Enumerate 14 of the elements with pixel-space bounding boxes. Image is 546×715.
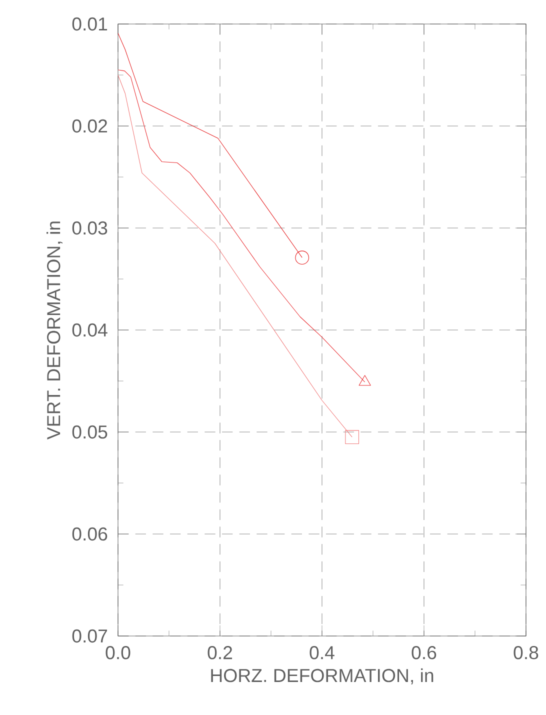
x-tick-label: 0.0 (106, 646, 130, 660)
x-tick-label: 0.2 (208, 646, 232, 660)
y-tick-label: 0.01 (72, 17, 108, 31)
y-axis-title: VERT. DEFORMATION, in (46, 222, 62, 440)
y-tick-label: 0.02 (72, 119, 108, 133)
x-axis-title: HORZ. DEFORMATION, in (211, 668, 434, 684)
y-tick-label: 0.03 (72, 221, 108, 235)
y-tick-label: 0.05 (72, 425, 108, 439)
y-tick-label: 0.04 (72, 323, 108, 337)
x-tick-label: 0.4 (310, 646, 334, 660)
x-tick-label: 0.8 (514, 646, 538, 660)
x-tick-label: 0.6 (412, 646, 436, 660)
y-tick-label: 0.07 (72, 629, 108, 643)
y-tick-label: 0.06 (72, 527, 108, 541)
